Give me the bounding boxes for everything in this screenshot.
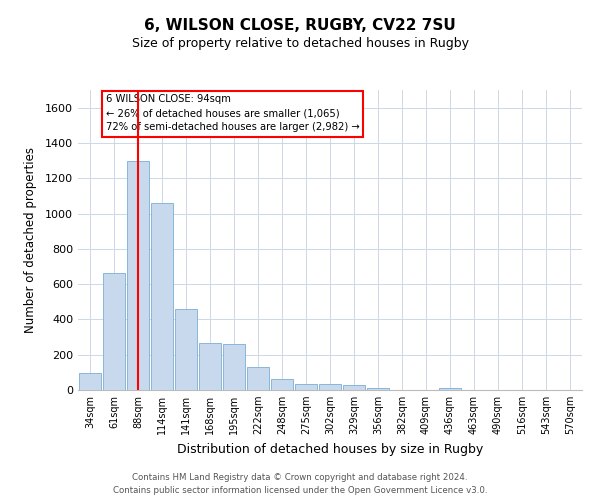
Bar	[367, 388, 389, 390]
Bar	[271, 378, 293, 390]
Text: 6, WILSON CLOSE, RUGBY, CV22 7SU: 6, WILSON CLOSE, RUGBY, CV22 7SU	[144, 18, 456, 32]
Bar	[319, 384, 341, 390]
Bar	[247, 367, 269, 390]
Bar	[199, 343, 221, 390]
Bar	[79, 373, 101, 390]
Bar	[295, 384, 317, 390]
Text: Size of property relative to detached houses in Rugby: Size of property relative to detached ho…	[131, 38, 469, 51]
X-axis label: Distribution of detached houses by size in Rugby: Distribution of detached houses by size …	[177, 442, 483, 456]
Bar	[151, 203, 173, 390]
Text: 6 WILSON CLOSE: 94sqm
← 26% of detached houses are smaller (1,065)
72% of semi-d: 6 WILSON CLOSE: 94sqm ← 26% of detached …	[106, 94, 359, 132]
Text: Contains HM Land Registry data © Crown copyright and database right 2024.
Contai: Contains HM Land Registry data © Crown c…	[113, 474, 487, 495]
Bar	[103, 272, 125, 390]
Y-axis label: Number of detached properties: Number of detached properties	[23, 147, 37, 333]
Bar	[343, 384, 365, 390]
Bar	[175, 309, 197, 390]
Bar	[223, 344, 245, 390]
Bar	[127, 160, 149, 390]
Bar	[439, 388, 461, 390]
